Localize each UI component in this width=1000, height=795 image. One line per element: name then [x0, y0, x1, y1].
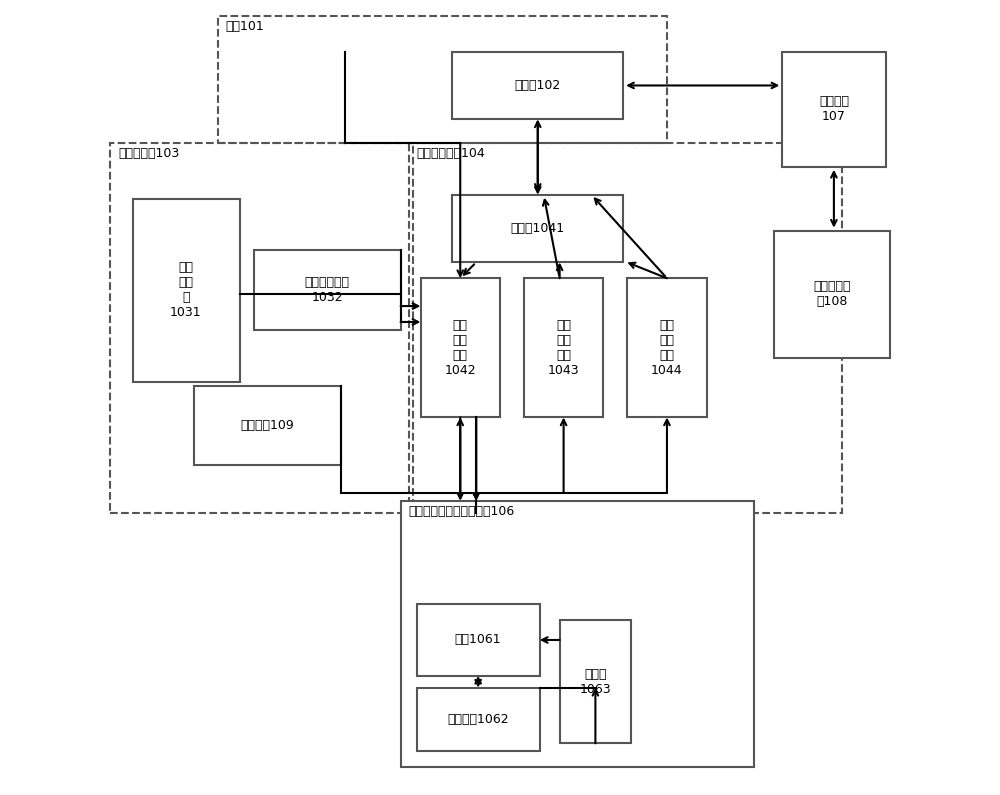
Text: 开关
量输
出板
1042: 开关 量输 出板 1042 [444, 319, 476, 377]
Bar [782, 52, 886, 167]
Bar [417, 688, 540, 751]
Bar [774, 231, 890, 358]
Text: 开关
量输
入板
1044: 开关 量输 入板 1044 [651, 319, 683, 377]
Bar [452, 52, 623, 119]
Text: 直流可调电源
1032: 直流可调电源 1032 [305, 276, 350, 304]
Text: 过流保护及电压监测装置106: 过流保护及电压监测装置106 [409, 505, 515, 518]
Text: 显示屏
1063: 显示屏 1063 [580, 668, 611, 696]
Bar [110, 143, 413, 513]
Text: 主板1061: 主板1061 [455, 634, 501, 646]
Text: 前置机102: 前置机102 [515, 79, 561, 92]
Bar [524, 278, 603, 417]
Bar [254, 250, 401, 330]
Bar [218, 16, 667, 143]
Text: 后台主机
107: 后台主机 107 [819, 95, 849, 123]
Bar [560, 620, 631, 743]
Bar [420, 278, 500, 417]
Text: 采集控制装置104: 采集控制装置104 [417, 147, 485, 160]
Bar [133, 199, 240, 382]
Text: 测试信号源103: 测试信号源103 [118, 147, 180, 160]
Text: 机柜101: 机柜101 [226, 20, 264, 33]
Text: 模拟
量输
入板
1043: 模拟 量输 入板 1043 [548, 319, 579, 377]
Bar [417, 604, 540, 676]
Text: 开关电源109: 开关电源109 [241, 419, 294, 432]
Bar [409, 143, 842, 513]
Bar [452, 195, 623, 262]
Bar [194, 386, 341, 465]
Text: 人机交互界
面108: 人机交互界 面108 [813, 280, 851, 308]
Bar [401, 501, 754, 767]
Text: 继电器板1062: 继电器板1062 [447, 713, 509, 726]
Bar [627, 278, 707, 417]
Text: 主控板1041: 主控板1041 [511, 222, 565, 235]
Text: 继保
测试
仪
1031: 继保 测试 仪 1031 [170, 262, 202, 319]
